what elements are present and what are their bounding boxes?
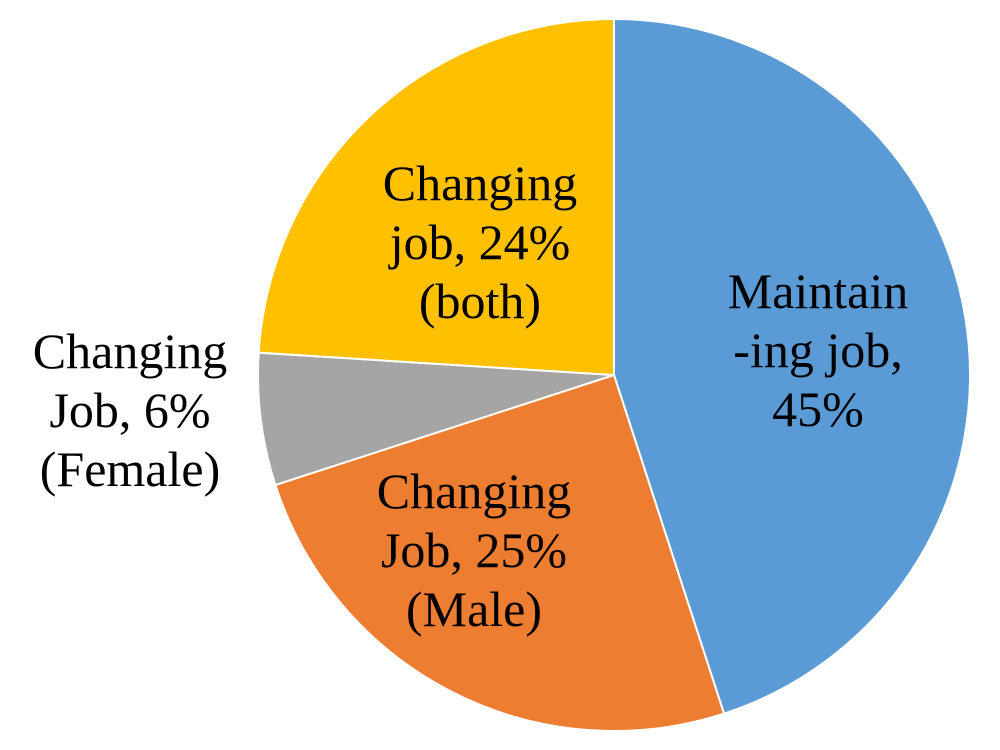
slice-label-line: Changing [33, 323, 227, 379]
pie-slices [257, 17, 971, 732]
pie-slice-changing-job-both [257, 17, 615, 377]
slice-label-line: -ing job, [733, 322, 902, 378]
pie-slice-maintaining-job [613, 17, 971, 715]
slice-label-changing-job-male: Changing Job, 25% (Male) [377, 463, 571, 637]
pie-labels: Maintain -ing job, 45%Changing Job, 25% (Mal… [33, 155, 908, 637]
pie-slice-changing-job-male [274, 373, 726, 732]
slice-label-line: (Male) [406, 581, 542, 637]
slice-label-changing-job-female: Changing Job, 6% (Female) [33, 323, 227, 497]
slice-label-line: job, 24% [388, 214, 571, 270]
slice-label-line: Job, 6% [49, 382, 210, 438]
slice-label-line: 45% [772, 381, 864, 437]
pie-slice-changing-job-female [257, 351, 615, 487]
slice-label-maintaining-job: Maintain -ing job, 45% [728, 263, 909, 437]
slice-label-line: (Female) [40, 441, 220, 497]
slice-label-line: Changing [383, 155, 577, 211]
slice-label-line: (both) [419, 273, 541, 329]
slice-label-line: Changing [377, 463, 571, 519]
slice-label-line: Maintain [728, 263, 909, 319]
slice-label-line: Job, 25% [381, 522, 567, 578]
slice-label-changing-job-both: Changing job, 24% (both) [383, 155, 577, 329]
